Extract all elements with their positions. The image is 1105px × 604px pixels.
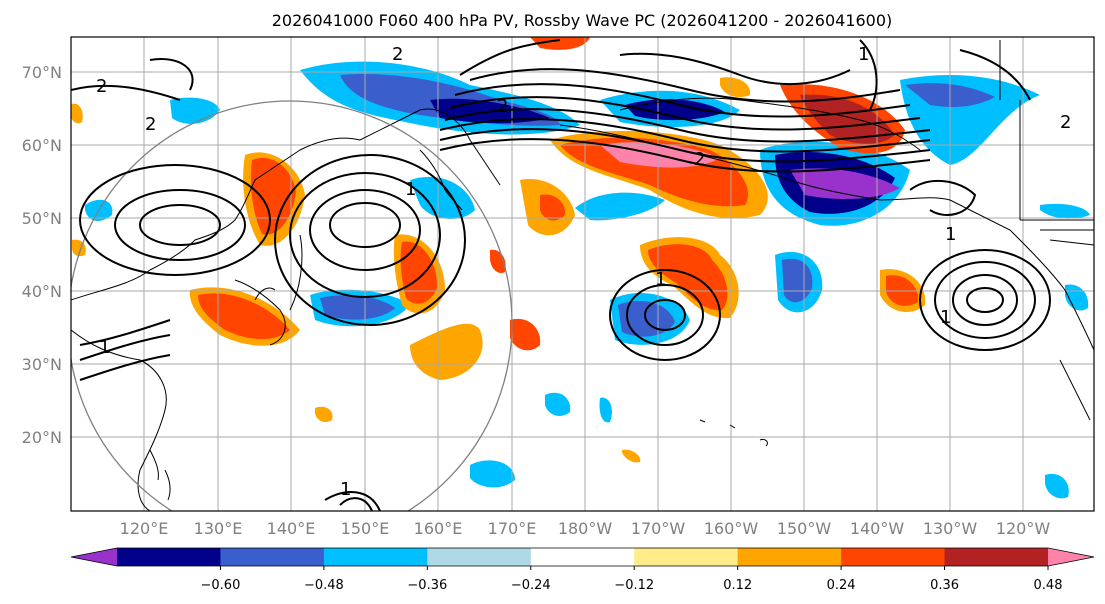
contour-label: 2 xyxy=(96,76,107,97)
contour-label: 2 xyxy=(694,149,705,170)
positive-anomaly-region xyxy=(510,318,541,351)
positive-anomaly-region xyxy=(315,406,333,423)
positive-anomaly-region xyxy=(530,37,590,50)
contour-label: 1 xyxy=(945,224,956,245)
negative-anomaly-region xyxy=(625,99,725,121)
colorbar-tick-label: 0.12 xyxy=(723,578,752,593)
positive-anomaly-region xyxy=(71,103,83,124)
contour-label: 2 xyxy=(145,114,156,135)
negative-anomaly-region xyxy=(575,192,665,221)
positive-anomaly-region xyxy=(198,293,290,339)
pc-contours xyxy=(71,39,1051,511)
lon-label: 130°E xyxy=(194,519,243,538)
latitude-labels: 70°N 60°N 50°N 40°N 30°N 20°N xyxy=(22,63,62,447)
colorbar-tick-label: 0.24 xyxy=(827,578,856,593)
lat-label: 30°N xyxy=(22,355,62,374)
positive-anomaly-region xyxy=(250,157,296,235)
contour-label: 2 xyxy=(392,44,403,65)
lon-label: 150°E xyxy=(341,519,390,538)
lon-label: 150°W xyxy=(777,519,832,538)
colorbar-tick-label: 0.36 xyxy=(930,578,959,593)
colorbar-tick-label: −0.24 xyxy=(511,578,551,593)
colorbar-segment xyxy=(841,548,946,566)
colorbar-segment xyxy=(634,548,739,566)
lon-label: 120°E xyxy=(120,519,169,538)
map-frame xyxy=(70,36,1095,512)
lon-label: 130°W xyxy=(923,519,978,538)
lon-label: 170°W xyxy=(631,519,686,538)
coastlines xyxy=(71,40,1094,511)
colorbar-frame xyxy=(70,547,1095,567)
positive-anomaly-region xyxy=(800,94,895,144)
contour-label: 1 xyxy=(655,269,666,290)
colorbar-tick-label: −0.60 xyxy=(201,578,241,593)
positive-anomaly-region xyxy=(720,77,751,98)
colorbar-segment xyxy=(220,548,325,566)
lon-label: 180°W xyxy=(558,519,613,538)
colorbar-ticks: −0.60 −0.48 −0.36 −0.24 −0.12 0.12 0.24 0.36 0.4… xyxy=(201,566,1063,593)
lon-label: 140°E xyxy=(267,519,316,538)
colorbar-extend-min xyxy=(71,548,117,566)
negative-anomaly-region xyxy=(1040,203,1090,219)
contour-label: 1 xyxy=(340,479,351,500)
lat-label: 40°N xyxy=(22,282,62,301)
negative-anomaly-region xyxy=(545,392,571,416)
longitude-labels: 120°E 130°E 140°E 150°E 160°E 170°E 180°… xyxy=(120,519,1051,538)
negative-anomaly-region xyxy=(1045,473,1069,499)
contour-label: 1 xyxy=(858,44,869,65)
colorbar-segment xyxy=(530,548,635,566)
negative-anomaly-region xyxy=(790,168,900,200)
contour-label: 1 xyxy=(405,179,416,200)
lon-label: 160°E xyxy=(414,519,463,538)
colorbar xyxy=(70,547,1095,567)
colorbar-segment xyxy=(117,548,221,566)
colorbar-extend-max xyxy=(1048,548,1094,566)
lon-label: 160°W xyxy=(704,519,759,538)
lat-label: 50°N xyxy=(22,209,62,228)
colorbar-segment xyxy=(944,548,1049,566)
lat-label: 60°N xyxy=(22,136,62,155)
lat-label: 20°N xyxy=(22,428,62,447)
contour-label: 2 xyxy=(1060,112,1071,133)
lon-label: 120°W xyxy=(996,519,1051,538)
negative-anomaly-region xyxy=(470,460,515,488)
graticule xyxy=(71,37,1094,511)
positive-anomaly-region xyxy=(648,244,728,311)
colorbar-tick-label: 0.48 xyxy=(1034,578,1063,593)
colorbar-tick-label: −0.12 xyxy=(614,578,654,593)
colorbar-tick-label: −0.36 xyxy=(407,578,447,593)
contour-label: 1 xyxy=(99,337,110,358)
negative-anomaly-region xyxy=(320,295,395,320)
colorbar-segment xyxy=(323,548,428,566)
colorbar-segment xyxy=(737,548,842,566)
positive-anomaly-region xyxy=(622,449,641,463)
map-title: 2026041000 F060 400 hPa PV, Rossby Wave … xyxy=(272,11,893,30)
reference-circle xyxy=(71,100,513,511)
positive-anomaly-region xyxy=(540,194,566,221)
contour-label: 2 xyxy=(497,96,508,117)
contour-labels: 2 2 2 2 2 1 1 1 1 2 1 1 1 xyxy=(96,44,1071,500)
lon-label: 140°W xyxy=(850,519,905,538)
positive-anomaly-region xyxy=(400,241,438,304)
colorbar-tick-label: −0.48 xyxy=(304,578,344,593)
map-content: 2 2 2 2 2 1 1 1 1 2 1 1 1 xyxy=(71,37,1094,511)
lon-label: 170°E xyxy=(488,519,537,538)
positive-anomaly-region xyxy=(410,323,483,380)
contour-label: 1 xyxy=(940,307,951,328)
colorbar-segment xyxy=(427,548,532,566)
lat-label: 70°N xyxy=(22,63,62,82)
negative-anomaly-region xyxy=(599,397,612,423)
